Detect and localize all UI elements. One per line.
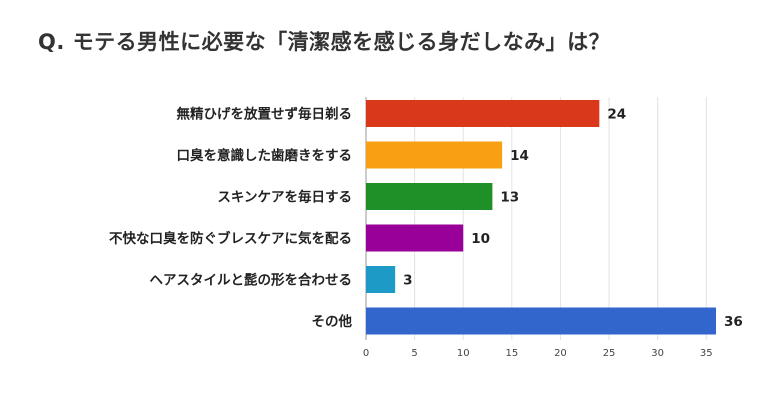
x-tick-label: 35 <box>700 348 713 359</box>
category-label: 不快な口臭を防ぐブレスケアに気を配る <box>109 230 352 247</box>
grid-lines <box>365 97 707 340</box>
x-tick-label: 30 <box>651 348 664 359</box>
x-tick-label: 15 <box>505 348 518 359</box>
category-label: 口臭を意識した歯磨きをする <box>177 147 353 164</box>
x-tick-label: 25 <box>603 348 616 359</box>
category-label: 無精ひげを放置せず毎日剃る <box>177 106 353 123</box>
x-tick-label: 20 <box>554 348 567 359</box>
category-label: スキンケアを毎日する <box>217 189 352 206</box>
x-tick-label: 0 <box>363 348 369 359</box>
value-label: 24 <box>607 107 626 123</box>
bar <box>366 100 600 127</box>
bar <box>366 266 396 293</box>
value-labels: 24 14 13 10 3 36 <box>403 107 743 331</box>
value-label: 10 <box>471 231 490 247</box>
x-tick-labels: 0 5 10 15 20 25 30 35 <box>363 348 713 359</box>
value-label: 3 <box>403 273 412 289</box>
value-label: 14 <box>510 148 529 164</box>
bar <box>366 183 493 210</box>
category-labels: 無精ひげを放置せず毎日剃る口臭を意識した歯磨きをするスキンケアを毎日する不快な口… <box>109 106 352 331</box>
chart-title: Q. モテる男性に必要な「清潔感を感じる身だしなみ」は？ <box>38 30 611 54</box>
bar <box>366 141 503 169</box>
bar <box>366 307 716 335</box>
x-tick-label: 10 <box>457 348 470 359</box>
bars <box>366 100 716 335</box>
value-label: 13 <box>500 190 519 206</box>
bar <box>366 224 464 252</box>
category-label: ヘアスタイルと髭の形を合わせる <box>150 272 353 289</box>
value-label: 36 <box>724 314 743 330</box>
x-tick-label: 5 <box>411 348 417 359</box>
category-label: その他 <box>312 313 353 330</box>
